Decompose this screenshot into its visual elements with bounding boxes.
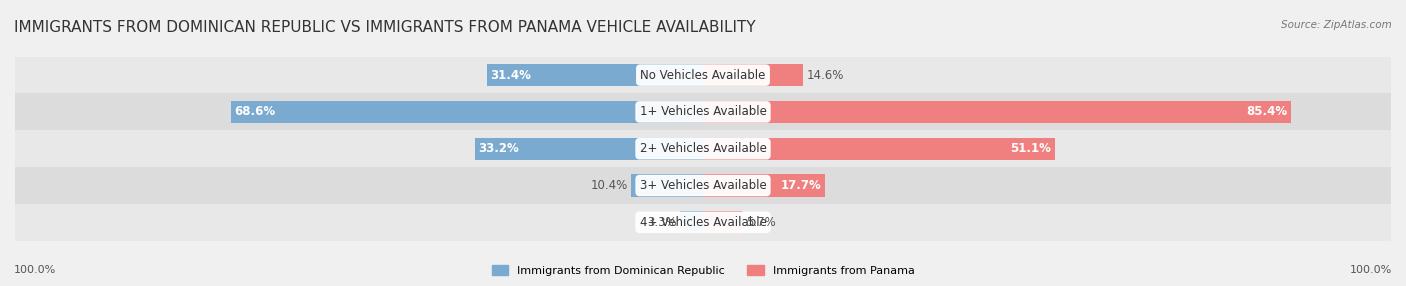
Bar: [231, 101, 703, 123]
Legend: Immigrants from Dominican Republic, Immigrants from Panama: Immigrants from Dominican Republic, Immi…: [486, 261, 920, 281]
Bar: [703, 64, 803, 86]
Bar: [15, 57, 1391, 94]
Bar: [631, 174, 703, 196]
Text: 14.6%: 14.6%: [807, 69, 844, 82]
Text: 100.0%: 100.0%: [1350, 265, 1392, 275]
Text: 5.7%: 5.7%: [745, 216, 775, 229]
Text: 100.0%: 100.0%: [14, 265, 56, 275]
Text: 31.4%: 31.4%: [491, 69, 531, 82]
Text: 3+ Vehicles Available: 3+ Vehicles Available: [640, 179, 766, 192]
Text: 1+ Vehicles Available: 1+ Vehicles Available: [640, 106, 766, 118]
Bar: [703, 211, 742, 233]
Bar: [15, 204, 1391, 241]
Bar: [703, 138, 1054, 160]
Text: No Vehicles Available: No Vehicles Available: [640, 69, 766, 82]
Bar: [703, 101, 1291, 123]
Text: 10.4%: 10.4%: [591, 179, 628, 192]
Text: 4+ Vehicles Available: 4+ Vehicles Available: [640, 216, 766, 229]
Bar: [15, 94, 1391, 130]
Bar: [703, 174, 825, 196]
Text: IMMIGRANTS FROM DOMINICAN REPUBLIC VS IMMIGRANTS FROM PANAMA VEHICLE AVAILABILIT: IMMIGRANTS FROM DOMINICAN REPUBLIC VS IM…: [14, 20, 755, 35]
Text: 17.7%: 17.7%: [780, 179, 821, 192]
Text: Source: ZipAtlas.com: Source: ZipAtlas.com: [1281, 20, 1392, 30]
Text: 85.4%: 85.4%: [1246, 106, 1286, 118]
Text: 51.1%: 51.1%: [1011, 142, 1052, 155]
Bar: [15, 130, 1391, 167]
Bar: [15, 167, 1391, 204]
Text: 3.3%: 3.3%: [647, 216, 676, 229]
Text: 68.6%: 68.6%: [235, 106, 276, 118]
Text: 2+ Vehicles Available: 2+ Vehicles Available: [640, 142, 766, 155]
Text: 33.2%: 33.2%: [478, 142, 519, 155]
Bar: [475, 138, 703, 160]
Bar: [486, 64, 703, 86]
Bar: [681, 211, 703, 233]
